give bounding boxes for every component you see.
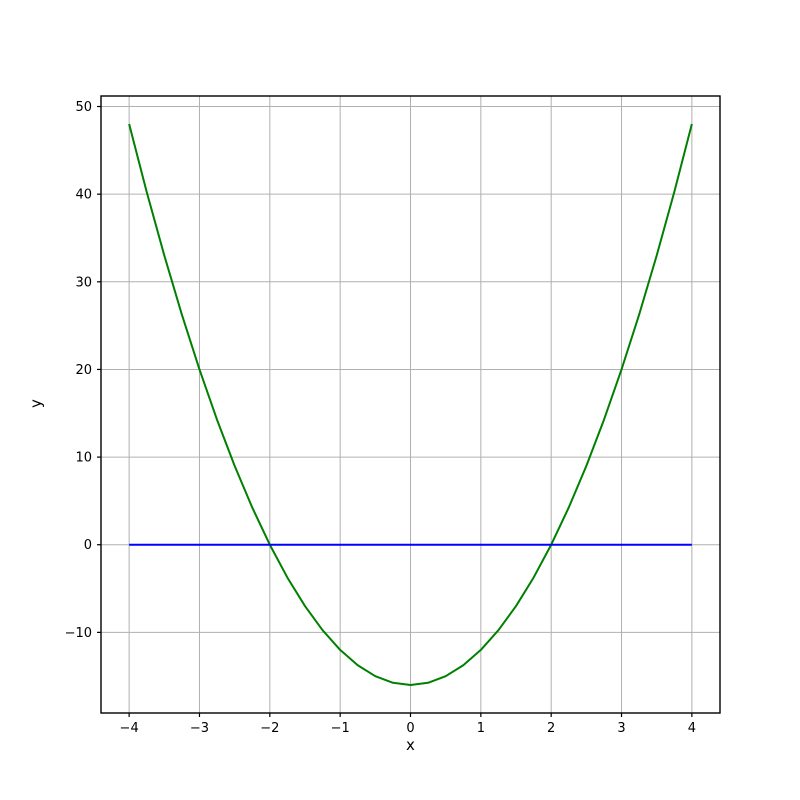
x-tick-label: 3 xyxy=(617,721,625,736)
y-tick-label: 40 xyxy=(75,188,92,203)
y-tick-label: −10 xyxy=(65,626,92,641)
x-tick-label: 2 xyxy=(547,721,555,736)
x-axis-label: x xyxy=(406,736,415,754)
x-tick-label: −2 xyxy=(260,721,279,736)
y-tick-label: 20 xyxy=(75,363,92,378)
x-tick-label: 0 xyxy=(406,721,414,736)
x-tick-label: −4 xyxy=(120,721,139,736)
y-tick-label: 0 xyxy=(84,538,92,553)
y-tick-label: 50 xyxy=(75,100,92,115)
x-tick-label: −1 xyxy=(331,721,350,736)
y-axis-label: y xyxy=(26,399,45,408)
x-tick-label: 4 xyxy=(688,721,696,736)
x-tick-label: −3 xyxy=(190,721,209,736)
y-tick-label: 10 xyxy=(75,451,92,466)
series-line xyxy=(128,123,693,686)
x-tick-label: 1 xyxy=(477,721,485,736)
y-tick-label: 30 xyxy=(75,275,92,290)
